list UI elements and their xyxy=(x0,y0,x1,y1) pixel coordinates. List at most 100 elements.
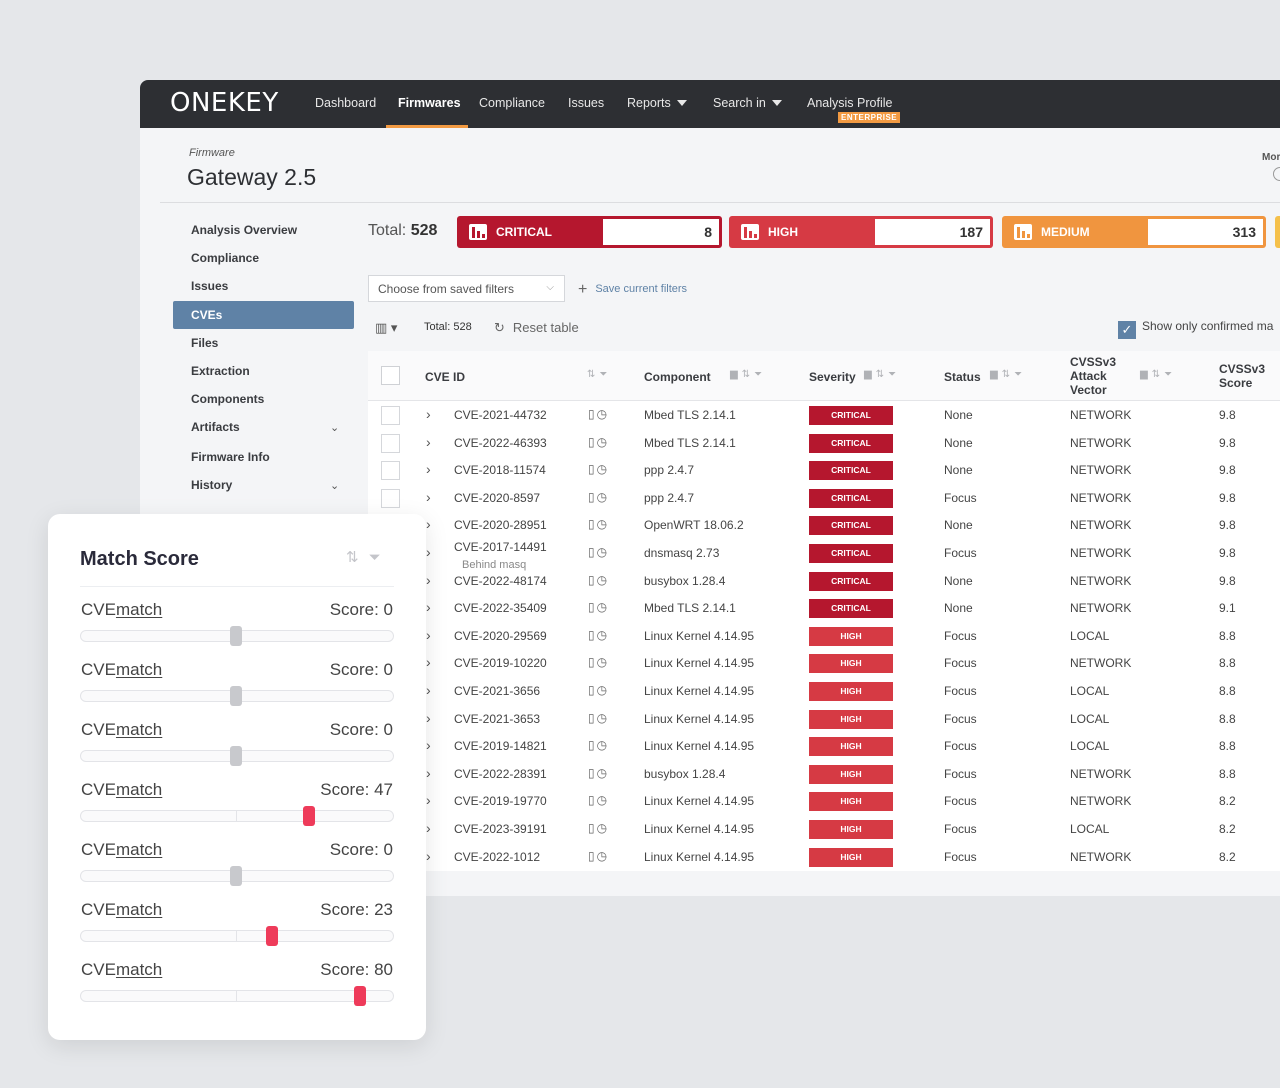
cve-id[interactable]: CVE-2020-8597 xyxy=(454,490,541,505)
chevron-right-icon[interactable]: › xyxy=(426,544,431,560)
slider-thumb[interactable] xyxy=(302,806,315,826)
critical-summary-box[interactable]: CRITICAL 8 xyxy=(457,216,722,248)
slider-thumb[interactable] xyxy=(230,746,242,766)
cve-id[interactable]: CVE-2020-29569 xyxy=(454,628,547,643)
header-component[interactable]: Component xyxy=(644,370,711,384)
checkbox-checked-icon[interactable]: ✓ xyxy=(1118,321,1136,339)
match-score-slider[interactable] xyxy=(80,806,394,826)
chevron-right-icon[interactable]: › xyxy=(426,792,431,809)
sidebar-item-components[interactable]: Components xyxy=(191,392,265,406)
chevron-right-icon[interactable]: › xyxy=(426,516,431,533)
match-score-slider[interactable] xyxy=(80,866,394,886)
slider-thumb[interactable] xyxy=(354,986,366,1006)
cve-match-link[interactable]: match xyxy=(115,900,163,919)
more-toggle[interactable] xyxy=(1273,167,1280,181)
table-row[interactable]: › CVE-2020-29569 ▯◷ Linux Kernel 4.14.95 HIG… xyxy=(368,623,1280,651)
chevron-right-icon[interactable]: › xyxy=(426,626,431,643)
cve-match-link[interactable]: match xyxy=(115,960,163,979)
sidebar-item-extraction[interactable]: Extraction xyxy=(191,364,250,378)
table-row[interactable]: › CVE-2019-10220 ▯◷ Linux Kernel 4.14.95 HIG… xyxy=(368,650,1280,678)
table-row[interactable]: › CVE-2021-3653 ▯◷ Linux Kernel 4.14.95 HIGH… xyxy=(368,706,1280,734)
row-checkbox[interactable] xyxy=(381,488,400,508)
chevron-right-icon[interactable]: › xyxy=(426,599,431,616)
header-severity[interactable]: Severity xyxy=(809,370,856,384)
header-score[interactable]: CVSSv3 Score xyxy=(1219,362,1265,390)
copy-history-icon[interactable]: ▯◷ xyxy=(588,600,610,615)
chevron-down-icon[interactable]: ⌄ xyxy=(330,422,340,434)
table-row[interactable]: › CVE-2019-14821 ▯◷ Linux Kernel 4.14.95 HIG… xyxy=(368,733,1280,761)
high-summary-box[interactable]: HIGH 187 xyxy=(729,216,993,248)
chevron-right-icon[interactable]: › xyxy=(426,406,431,422)
table-row[interactable]: › CVE-2022-1012 ▯◷ Linux Kernel 4.14.95 HIGH… xyxy=(368,844,1280,872)
copy-history-icon[interactable]: ▯◷ xyxy=(588,572,610,587)
chevron-right-icon[interactable]: › xyxy=(426,709,431,726)
save-current-filters-button[interactable]: + Save current filters xyxy=(578,281,687,299)
cve-id[interactable]: CVE-2019-14821 xyxy=(454,739,547,754)
table-row[interactable]: › CVE-2020-8597 ▯◷ ppp 2.4.7 CRITICAL Focus NE… xyxy=(368,485,1280,513)
match-score-slider[interactable] xyxy=(80,746,394,766)
row-checkbox[interactable] xyxy=(381,433,400,453)
cve-id[interactable]: CVE-2022-35409 xyxy=(454,601,547,616)
cve-match-link[interactable]: match xyxy=(115,600,163,619)
chevron-right-icon[interactable]: › xyxy=(426,820,431,836)
sidebar-item-issues[interactable]: Issues xyxy=(191,279,229,293)
cve-id[interactable]: CVE-2019-10220 xyxy=(454,656,547,671)
cve-id[interactable]: CVE-2020-28951 xyxy=(454,518,547,533)
header-cve-id[interactable]: CVE ID xyxy=(425,370,466,384)
chevron-right-icon[interactable]: › xyxy=(426,654,431,671)
copy-history-icon[interactable]: ▯◷ xyxy=(588,848,610,863)
copy-history-icon[interactable]: ▯◷ xyxy=(588,407,610,421)
table-row[interactable]: › CVE-2023-39191 ▯◷ Linux Kernel 4.14.95 HIG… xyxy=(368,816,1280,844)
folder-sort-filter-icon[interactable]: ▆⇅⏷ xyxy=(990,369,1027,380)
header-status[interactable]: Status xyxy=(944,370,981,384)
onekey-logo[interactable]: ONEKEY xyxy=(170,88,279,118)
table-row[interactable]: › CVE-2021-3656 ▯◷ Linux Kernel 4.14.95 HIGH… xyxy=(368,678,1280,706)
table-row[interactable]: › CVE-2021-44732 ▯◷ Mbed TLS 2.14.1 CRITICAL… xyxy=(368,402,1280,430)
copy-history-icon[interactable]: ▯◷ xyxy=(588,821,610,835)
folder-sort-filter-icon[interactable]: ▆⇅⏷ xyxy=(864,369,901,380)
sidebar-item-artifacts[interactable]: Artifacts xyxy=(191,420,240,434)
chevron-down-icon[interactable]: ⌄ xyxy=(330,480,340,492)
cve-id[interactable]: CVE-2019-19770 xyxy=(454,794,547,809)
columns-icon[interactable]: ▥ ▾ xyxy=(375,320,398,335)
cve-id[interactable]: CVE-2022-28391 xyxy=(454,766,547,781)
nav-firmwares[interactable]: Firmwares xyxy=(398,96,461,110)
select-all-checkbox[interactable] xyxy=(381,366,400,385)
chevron-right-icon[interactable]: › xyxy=(426,682,431,698)
nav-issues[interactable]: Issues xyxy=(568,96,605,110)
cve-id[interactable]: CVE-2022-1012 xyxy=(454,849,541,864)
sidebar-item-analysis-overview[interactable]: Analysis Overview xyxy=(191,223,298,237)
table-row[interactable]: › CVE-2019-19770 ▯◷ Linux Kernel 4.14.95 HIG… xyxy=(368,788,1280,816)
match-score-slider[interactable] xyxy=(80,686,394,706)
chevron-right-icon[interactable]: › xyxy=(426,571,431,588)
slider-thumb[interactable] xyxy=(230,626,242,646)
copy-history-icon[interactable]: ▯◷ xyxy=(588,765,610,780)
copy-history-icon[interactable]: ▯◷ xyxy=(588,710,610,725)
table-row[interactable]: › CVE-2022-48174 ▯◷ busybox 1.28.4 CRITICAL N… xyxy=(368,568,1280,596)
low-summary-box-edge[interactable] xyxy=(1275,216,1280,248)
slider-thumb[interactable] xyxy=(230,866,242,886)
copy-history-icon[interactable]: ▯◷ xyxy=(588,517,610,532)
copy-history-icon[interactable]: ▯◷ xyxy=(588,489,610,504)
cve-id[interactable]: CVE-2022-46393 xyxy=(454,435,547,450)
copy-history-icon[interactable]: ▯◷ xyxy=(588,738,610,753)
copy-history-icon[interactable]: ▯◷ xyxy=(588,434,610,449)
nav-dashboard[interactable]: Dashboard xyxy=(315,96,377,110)
sidebar-item-firmware-info[interactable]: Firmware Info xyxy=(191,450,270,464)
sidebar-item-files[interactable]: Files xyxy=(191,336,219,350)
cve-id[interactable]: CVE-2023-39191 xyxy=(454,822,547,836)
table-row[interactable]: › CVE-2018-11574 ▯◷ ppp 2.4.7 CRITICAL None NE… xyxy=(368,457,1280,485)
cve-id[interactable]: CVE-2021-3656 xyxy=(454,684,541,698)
chevron-right-icon[interactable]: › xyxy=(426,488,431,505)
table-row[interactable]: › CVE-2022-35409 ▯◷ Mbed TLS 2.14.1 CRITICAL… xyxy=(368,595,1280,623)
chevron-right-icon[interactable]: › xyxy=(426,847,431,864)
copy-history-icon[interactable]: ▯◷ xyxy=(588,627,610,642)
cve-id[interactable]: CVE-2018-11574 xyxy=(454,463,546,478)
table-row[interactable]: › CVE-2017-14491 Behind masq ▯◷ dnsmasq 2.73… xyxy=(368,540,1280,571)
match-score-slider[interactable] xyxy=(80,986,394,1006)
cve-id[interactable]: CVE-2021-3653 xyxy=(454,711,541,726)
header-attack-vector[interactable]: CVSSv3 Attack Vector xyxy=(1070,355,1116,397)
sidebar-item-cves[interactable]: CVEs xyxy=(173,301,354,329)
slider-thumb[interactable] xyxy=(265,926,278,946)
chevron-right-icon[interactable]: › xyxy=(426,764,431,781)
